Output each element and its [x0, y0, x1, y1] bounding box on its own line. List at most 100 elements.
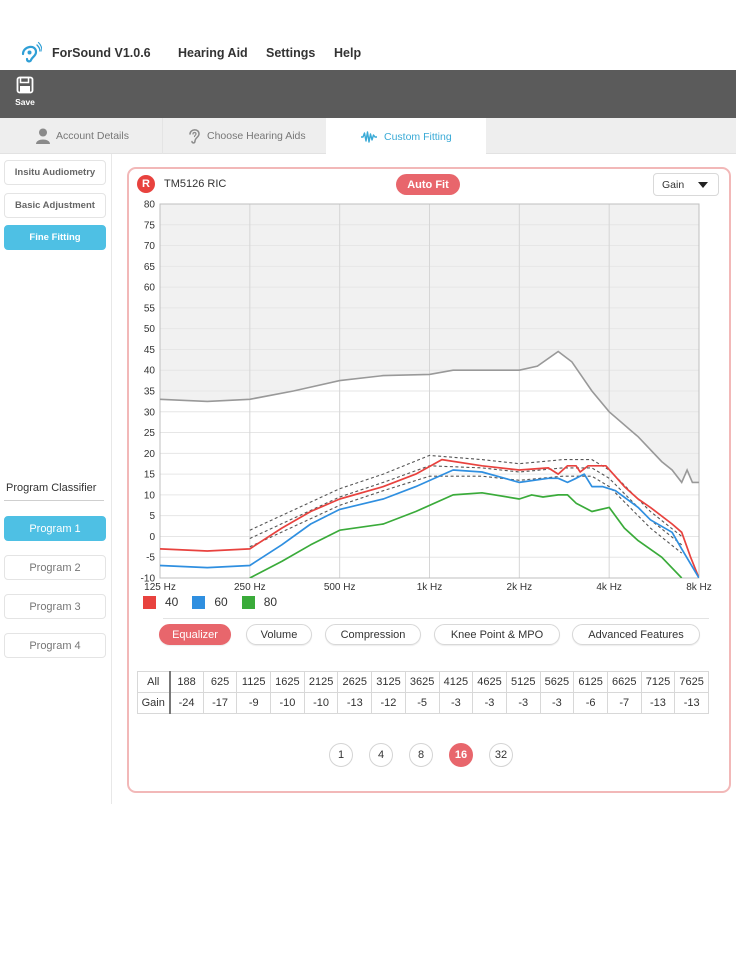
tab-volume[interactable]: Volume [246, 624, 312, 645]
divider [163, 618, 709, 619]
table-row: All 188 625 1125 1625 2125 2625 3125 3625 4125 462… [137, 671, 709, 693]
table-row: Gain -24 -17 -9 -10 -10 -13 -12 -5 -3 -3 -3 -3 -6 -7 -1… [137, 692, 709, 714]
frequency-header-cell: 5625 [539, 671, 575, 693]
gain-value-cell[interactable]: -3 [505, 692, 541, 714]
dropdown-arrow-icon [698, 182, 708, 188]
y-tick-label: 0 [149, 532, 155, 543]
target-line-dashed [249, 465, 683, 546]
select-all-cell[interactable]: All [137, 671, 171, 693]
frequency-header-cell: 6625 [606, 671, 642, 693]
person-icon [36, 128, 50, 144]
x-tick-label: 1k Hz [417, 582, 443, 591]
sidebar: Insitu Audiometry Basic Adjustment Fine … [0, 154, 112, 804]
plot-border [159, 203, 700, 579]
legend-label: 80 [263, 595, 278, 609]
device-name: TM5126 RIC [164, 178, 227, 190]
channel-page-button-4[interactable]: 4 [369, 743, 393, 767]
auto-fit-button[interactable]: Auto Fit [396, 174, 460, 195]
tab-account-details[interactable]: Account Details [0, 118, 162, 154]
gain-value-cell[interactable]: -13 [337, 692, 373, 714]
equalizer-table: All 188 625 1125 1625 2125 2625 3125 3625 4125 462… [137, 671, 709, 714]
tab-choose-hearing-aids[interactable]: Choose Hearing Aids [162, 118, 326, 154]
tab-bar: Account Details Choose Hearing Aids Cust… [0, 118, 736, 155]
program-2-button[interactable]: Program 2 [4, 555, 106, 580]
frequency-header-cell: 2625 [337, 671, 373, 693]
x-tick-label: 125 Hz [144, 582, 176, 591]
gain-value-cell[interactable]: -3 [539, 692, 575, 714]
frequency-header-cell: 5125 [505, 671, 541, 693]
toolbar: Save [0, 70, 736, 118]
tab-equalizer[interactable]: Equalizer [159, 624, 231, 645]
frequency-header-cell: 1625 [270, 671, 305, 693]
app-title: ForSound V1.0.6 [52, 46, 151, 60]
gain-value-cell[interactable]: -13 [640, 692, 676, 714]
y-tick-label: 25 [144, 428, 156, 439]
gain-value-cell[interactable]: -9 [236, 692, 272, 714]
y-tick-label: 65 [144, 262, 156, 273]
channel-page-button-32[interactable]: 32 [489, 743, 513, 767]
legend-label: 60 [214, 595, 228, 609]
tab-knee-point-mpo[interactable]: Knee Point & MPO [434, 624, 560, 645]
y-tick-label: 70 [144, 241, 156, 252]
y-tick-label: 45 [144, 345, 156, 356]
frequency-header-cell: 1125 [236, 671, 272, 693]
gain-value-cell[interactable]: -3 [472, 692, 507, 714]
frequency-header-cell: 4125 [438, 671, 474, 693]
program-4-button[interactable]: Program 4 [4, 633, 106, 658]
menu-help[interactable]: Help [334, 46, 362, 60]
right-ear-badge: R [137, 175, 155, 193]
gain-value-cell[interactable]: -12 [371, 692, 406, 714]
frequency-header-cell: 625 [202, 671, 238, 693]
channel-page-button-1[interactable]: 1 [329, 743, 353, 767]
frequency-header-cell: 4625 [472, 671, 507, 693]
y-tick-label: -5 [146, 553, 155, 564]
gain-value-cell[interactable]: -6 [573, 692, 608, 714]
program-3-button[interactable]: Program 3 [4, 594, 106, 619]
channel-page-button-8[interactable]: 8 [409, 743, 433, 767]
frequency-header-cell: 188 [169, 671, 204, 693]
menu-hearing-aid[interactable]: Hearing Aid [178, 46, 248, 60]
sidebar-item-insitu-audiometry[interactable]: Insitu Audiometry [4, 160, 106, 185]
gain-value-cell[interactable]: -17 [202, 692, 238, 714]
divider [4, 500, 104, 501]
channel-page-button-16[interactable]: 16 [449, 743, 473, 767]
y-tick-label: 15 [144, 470, 156, 481]
sidebar-item-fine-fitting[interactable]: Fine Fitting [4, 225, 106, 250]
save-button[interactable]: Save [8, 74, 42, 116]
gain-value-cell[interactable]: -10 [303, 692, 339, 714]
legend-item-80: 80 [241, 595, 278, 609]
legend-swatch [143, 595, 156, 609]
view-select[interactable]: Gain [653, 173, 719, 196]
forsound-logo-icon [18, 40, 43, 64]
gain-value-cell[interactable]: -10 [270, 692, 305, 714]
view-select-value: Gain [662, 178, 685, 191]
y-tick-label: 5 [149, 511, 155, 522]
y-tick-label: 10 [144, 490, 156, 501]
program-classifier-title: Program Classifier [6, 482, 97, 494]
y-tick-label: 35 [144, 387, 156, 398]
save-label: Save [15, 97, 35, 107]
program-1-button[interactable]: Program 1 [4, 516, 106, 541]
sound-wave-icon [361, 130, 377, 143]
gain-value-cell[interactable]: -24 [169, 692, 204, 714]
gain-row-label: Gain [137, 692, 171, 714]
gain-value-cell[interactable]: -3 [438, 692, 474, 714]
tab-compression[interactable]: Compression [325, 624, 421, 645]
save-icon [16, 76, 34, 94]
tab-custom-fitting[interactable]: Custom Fitting [326, 118, 486, 155]
frequency-header-cell: 6125 [573, 671, 608, 693]
y-tick-label: 60 [144, 283, 156, 294]
chart-legend: 40 60 80 [143, 593, 291, 611]
gain-value-cell[interactable]: -7 [606, 692, 642, 714]
mpo-curve-line [160, 350, 699, 484]
menu-settings[interactable]: Settings [266, 46, 316, 60]
tab-label: Custom Fitting [384, 130, 452, 143]
tab-label: Account Details [56, 130, 129, 142]
fitting-panel: R TM5126 RIC Auto Fit Gain -10 -5 0 5 10 15 20… [127, 167, 731, 793]
gain-value-cell[interactable]: -5 [404, 692, 440, 714]
x-tick-label: 250 Hz [234, 582, 266, 591]
series-line-60 [160, 469, 699, 578]
tab-advanced-features[interactable]: Advanced Features [572, 624, 700, 645]
sidebar-item-basic-adjustment[interactable]: Basic Adjustment [4, 193, 106, 218]
gain-value-cell[interactable]: -13 [674, 692, 709, 714]
